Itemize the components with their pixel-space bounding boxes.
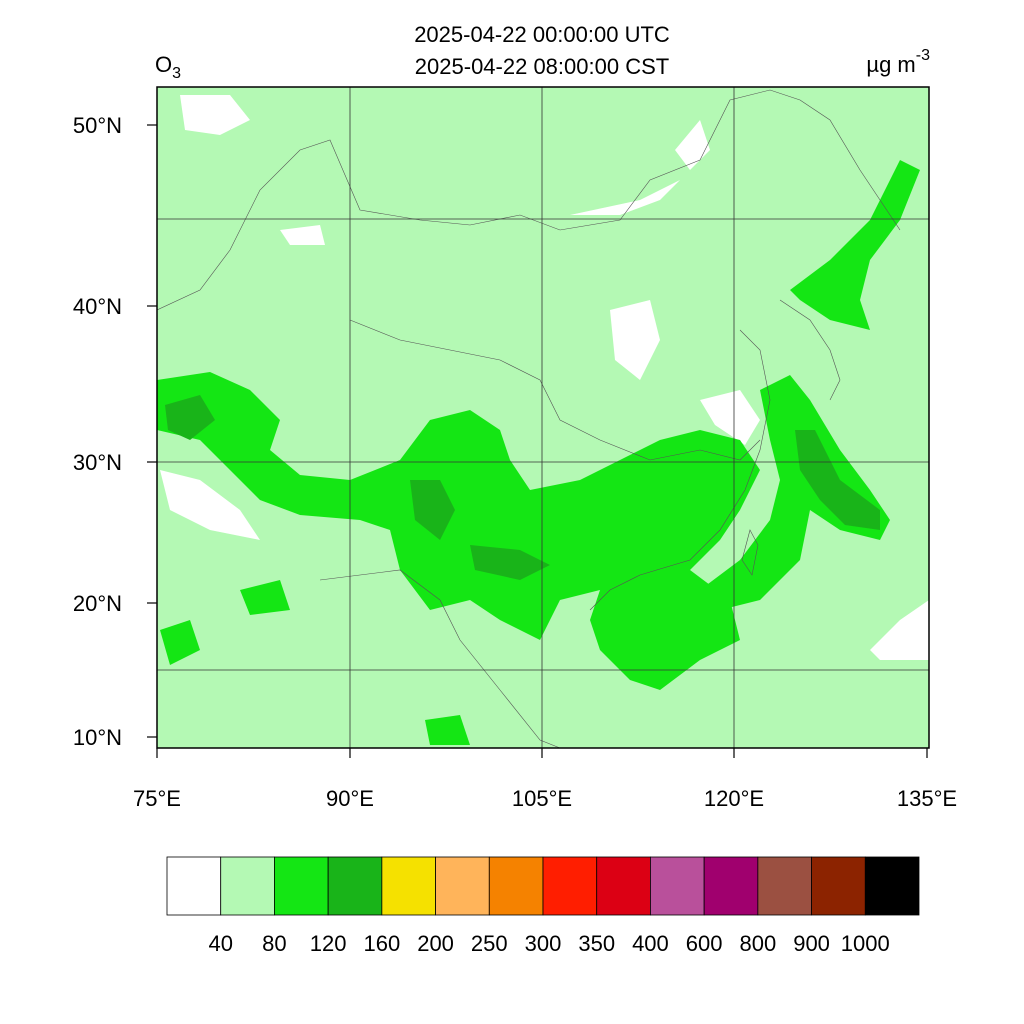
colorbar-swatch bbox=[703, 856, 759, 916]
high-ozone-regions bbox=[165, 395, 880, 580]
map-frame bbox=[156, 86, 930, 749]
colorbar-label: 160 bbox=[363, 931, 400, 956]
units-label: µg m-3 bbox=[866, 47, 930, 77]
title-line: 2025-04-22 00:00:00 UTC bbox=[414, 22, 670, 47]
y-tick-label: 40°N bbox=[73, 294, 122, 319]
y-tick-label: 10°N bbox=[73, 725, 122, 750]
variable-name: O bbox=[155, 52, 172, 77]
x-tick-label: 75°E bbox=[133, 786, 181, 811]
colorbar-swatch bbox=[435, 856, 490, 916]
colorbar-swatch bbox=[596, 856, 651, 916]
y-tick-label: 20°N bbox=[73, 591, 122, 616]
colorbar-label: 900 bbox=[793, 931, 830, 956]
x-tick-label: 105°E bbox=[512, 786, 572, 811]
graticule bbox=[157, 87, 929, 748]
x-tick-label: 135°E bbox=[897, 786, 957, 811]
colorbar-label: 1000 bbox=[841, 931, 890, 956]
colorbar-swatch bbox=[327, 856, 383, 916]
colorbar-label: 400 bbox=[632, 931, 669, 956]
low-ozone-patches bbox=[160, 95, 929, 660]
variable-label: O3 bbox=[155, 52, 181, 82]
title-line: 2025-04-22 08:00:00 CST bbox=[415, 54, 669, 79]
colorbar-label: 250 bbox=[471, 931, 508, 956]
colorbar: 40 80 120 160 200 250 300 350 400 600 800 900 1000 bbox=[166, 856, 920, 956]
variable-subscript: 3 bbox=[172, 65, 181, 82]
x-tick-label: 120°E bbox=[704, 786, 764, 811]
units-superscript: -3 bbox=[916, 47, 930, 64]
colorbar-label: 350 bbox=[578, 931, 615, 956]
colorbar-label: 300 bbox=[525, 931, 562, 956]
colorbar-label: 80 bbox=[262, 931, 286, 956]
colorbar-swatch bbox=[274, 856, 329, 916]
colorbar-label: 40 bbox=[208, 931, 232, 956]
map-area bbox=[157, 87, 929, 748]
colorbar-label: 200 bbox=[417, 931, 454, 956]
units-text: µg m bbox=[866, 52, 915, 77]
colorbar-swatch bbox=[381, 856, 436, 916]
colorbar-swatch bbox=[488, 856, 544, 916]
moderate-ozone-regions bbox=[157, 160, 920, 745]
colorbar-swatch bbox=[864, 856, 920, 916]
colorbar-label: 120 bbox=[310, 931, 347, 956]
colorbar-swatch bbox=[757, 856, 812, 916]
colorbar-swatch bbox=[166, 856, 222, 916]
colorbar-swatch bbox=[650, 856, 705, 916]
colorbar-swatch bbox=[811, 856, 866, 916]
x-tick-label: 90°E bbox=[326, 786, 374, 811]
boundaries bbox=[157, 89, 901, 748]
colorbar-label: 800 bbox=[739, 931, 776, 956]
colorbar-label: 600 bbox=[686, 931, 723, 956]
colorbar-swatch bbox=[220, 856, 275, 916]
y-tick-label: 30°N bbox=[73, 450, 122, 475]
axes: 75°E 90°E 105°E 120°E 135°E 50°N 40°N 30°N 20°N 1… bbox=[73, 113, 957, 811]
y-tick-label: 50°N bbox=[73, 113, 122, 138]
colorbar-swatch bbox=[542, 856, 598, 916]
